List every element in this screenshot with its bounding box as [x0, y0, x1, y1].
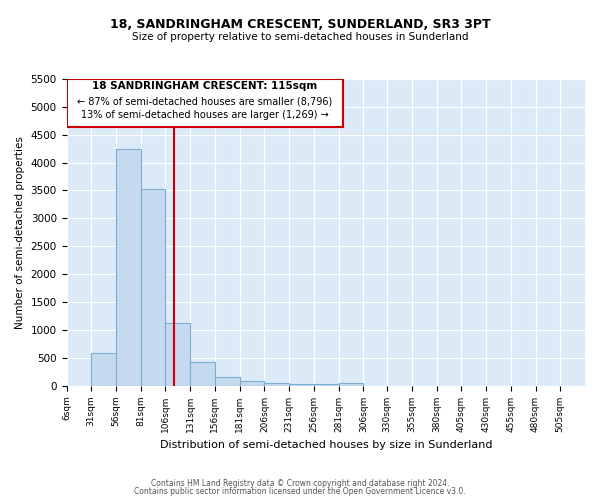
Text: Size of property relative to semi-detached houses in Sunderland: Size of property relative to semi-detach…: [132, 32, 468, 42]
Bar: [215, 377, 239, 386]
Text: 18 SANDRINGHAM CRESCENT: 115sqm: 18 SANDRINGHAM CRESCENT: 115sqm: [92, 81, 317, 91]
Bar: [91, 352, 116, 386]
Text: Contains HM Land Registry data © Crown copyright and database right 2024.: Contains HM Land Registry data © Crown c…: [151, 478, 449, 488]
Bar: [289, 384, 314, 386]
Bar: [239, 382, 265, 386]
Bar: [265, 383, 289, 386]
X-axis label: Distribution of semi-detached houses by size in Sunderland: Distribution of semi-detached houses by …: [160, 440, 492, 450]
Bar: [67, 79, 343, 128]
Text: 18, SANDRINGHAM CRESCENT, SUNDERLAND, SR3 3PT: 18, SANDRINGHAM CRESCENT, SUNDERLAND, SR…: [110, 18, 490, 30]
Text: Contains public sector information licensed under the Open Government Licence v3: Contains public sector information licen…: [134, 487, 466, 496]
Bar: [314, 384, 338, 386]
Bar: [190, 362, 215, 386]
Y-axis label: Number of semi-detached properties: Number of semi-detached properties: [15, 136, 25, 328]
Bar: [141, 190, 166, 386]
Bar: [116, 148, 141, 386]
Bar: [166, 323, 190, 386]
Text: 13% of semi-detached houses are larger (1,269) →: 13% of semi-detached houses are larger (…: [80, 110, 328, 120]
Bar: [338, 382, 364, 386]
Text: ← 87% of semi-detached houses are smaller (8,796): ← 87% of semi-detached houses are smalle…: [77, 96, 332, 106]
